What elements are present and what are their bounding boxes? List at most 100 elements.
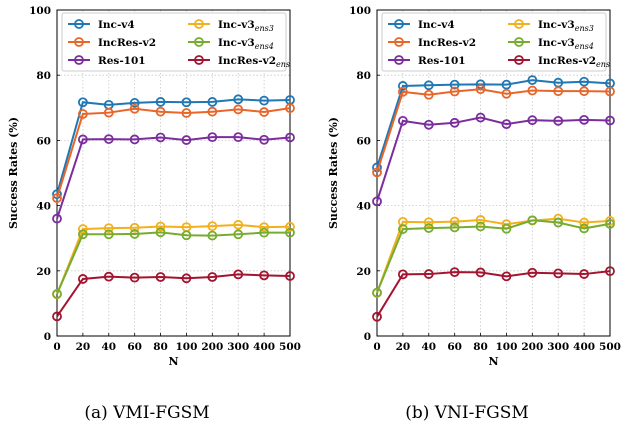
- data-point: [605, 86, 615, 97]
- x-tick-label: 80: [153, 341, 168, 353]
- chart-panel-2: 0 20 40 60 80 100 200 300 400 500 0 20 40 60 80 100 N Suc…: [327, 5, 621, 423]
- legend-marker: [514, 55, 524, 65]
- data-point: [397, 224, 408, 234]
- series-line: [376, 219, 611, 294]
- data-point: [52, 193, 62, 204]
- legend-box: [381, 12, 607, 72]
- data-point: [285, 103, 295, 114]
- data-point: [207, 106, 218, 117]
- x-tick-label: 500: [279, 341, 301, 353]
- data-point: [579, 217, 590, 228]
- x-axis-label: N: [168, 355, 178, 368]
- legend-marker: [514, 19, 524, 29]
- x-tick-label: 400: [573, 341, 595, 353]
- data-point: [285, 271, 295, 281]
- data-point: [397, 86, 408, 97]
- series-line: [376, 116, 611, 202]
- y-tick-label: 20: [356, 266, 371, 278]
- data-point: [449, 79, 460, 90]
- legend-label: IncRes-v2: [418, 37, 476, 49]
- data-point: [527, 75, 538, 85]
- data-point: [181, 135, 192, 145]
- data-point: [475, 221, 486, 232]
- data-point: [129, 272, 140, 283]
- legend-box: [61, 12, 287, 72]
- data-point: [181, 273, 192, 284]
- series-res-101: [372, 112, 615, 207]
- legend-item: IncRes-v2ens: [188, 55, 290, 69]
- series-line: [376, 79, 611, 168]
- y-tick-label: 100: [29, 5, 51, 17]
- data-point: [129, 229, 140, 239]
- data-point: [579, 86, 590, 97]
- data-point: [501, 119, 512, 129]
- series-inc-v3ens4: [52, 227, 295, 299]
- data-point: [181, 230, 192, 241]
- x-tick-label: 0: [53, 341, 60, 353]
- legend: Inc-v4 IncRes-v2 Res-101 Inc-v3ens3 Inc-v3en…: [61, 12, 290, 72]
- data-point: [259, 270, 270, 281]
- legend-label: IncRes-v2: [98, 37, 156, 49]
- legend-label: Inc-v3ens3: [538, 19, 594, 33]
- x-tick-label: 20: [396, 341, 411, 353]
- series-line: [376, 88, 611, 173]
- legend-label: Inc-v3ens3: [218, 19, 274, 33]
- data-point: [259, 107, 270, 117]
- x-tick-label: 60: [127, 341, 142, 353]
- data-point: [103, 271, 114, 282]
- y-tick-label: 60: [356, 135, 371, 147]
- data-point: [553, 115, 564, 126]
- data-point: [475, 84, 486, 95]
- data-point: [52, 311, 62, 322]
- legend-item: Res-101: [68, 55, 146, 67]
- series-line: [376, 217, 611, 294]
- y-tick-label: 100: [349, 5, 371, 17]
- data-point: [155, 221, 166, 232]
- y-tick-label: 80: [36, 70, 51, 82]
- data-point: [527, 215, 538, 226]
- data-point: [233, 132, 244, 143]
- data-point: [155, 132, 166, 143]
- x-tick-label: 200: [521, 341, 543, 353]
- legend-marker: [394, 37, 404, 47]
- data-point: [475, 112, 486, 123]
- data-point: [77, 229, 88, 240]
- series-line: [56, 136, 291, 219]
- data-point: [52, 289, 62, 299]
- legend-item: Inc-v3ens3: [188, 19, 274, 33]
- y-tick-label: 60: [36, 135, 51, 147]
- data-point: [579, 114, 590, 125]
- data-point: [501, 88, 512, 99]
- data-point: [207, 230, 218, 241]
- data-point: [605, 216, 615, 226]
- data-point: [449, 86, 460, 97]
- legend: Inc-v4 IncRes-v2 Res-101 Inc-v3ens3 Inc-v3en…: [381, 12, 610, 72]
- x-axis-label: N: [488, 355, 498, 368]
- data-point: [103, 107, 114, 118]
- data-point: [449, 222, 460, 233]
- data-point: [285, 132, 295, 143]
- series-line: [56, 223, 291, 295]
- data-point: [103, 223, 114, 233]
- data-point: [579, 269, 590, 279]
- data-point: [285, 227, 295, 238]
- legend-label: IncRes-v2ens: [218, 55, 290, 69]
- data-point: [527, 115, 538, 126]
- data-point: [553, 86, 564, 97]
- x-tick-label: 60: [447, 341, 462, 353]
- series-inc-v4: [52, 94, 295, 200]
- x-tick-label: 200: [201, 341, 223, 353]
- data-point: [605, 218, 615, 229]
- series-inc-v3ens3: [52, 219, 295, 300]
- plot-frame: [376, 9, 611, 337]
- data-point: [259, 95, 270, 106]
- legend-item: Res-101: [388, 55, 466, 67]
- data-point: [181, 108, 192, 118]
- data-point: [475, 267, 486, 278]
- legend-item: IncRes-v2: [388, 37, 476, 49]
- series-line: [56, 273, 291, 318]
- series-inc-v3ens4: [372, 215, 615, 298]
- x-tick-label: 100: [495, 341, 517, 353]
- legend-marker: [394, 55, 404, 65]
